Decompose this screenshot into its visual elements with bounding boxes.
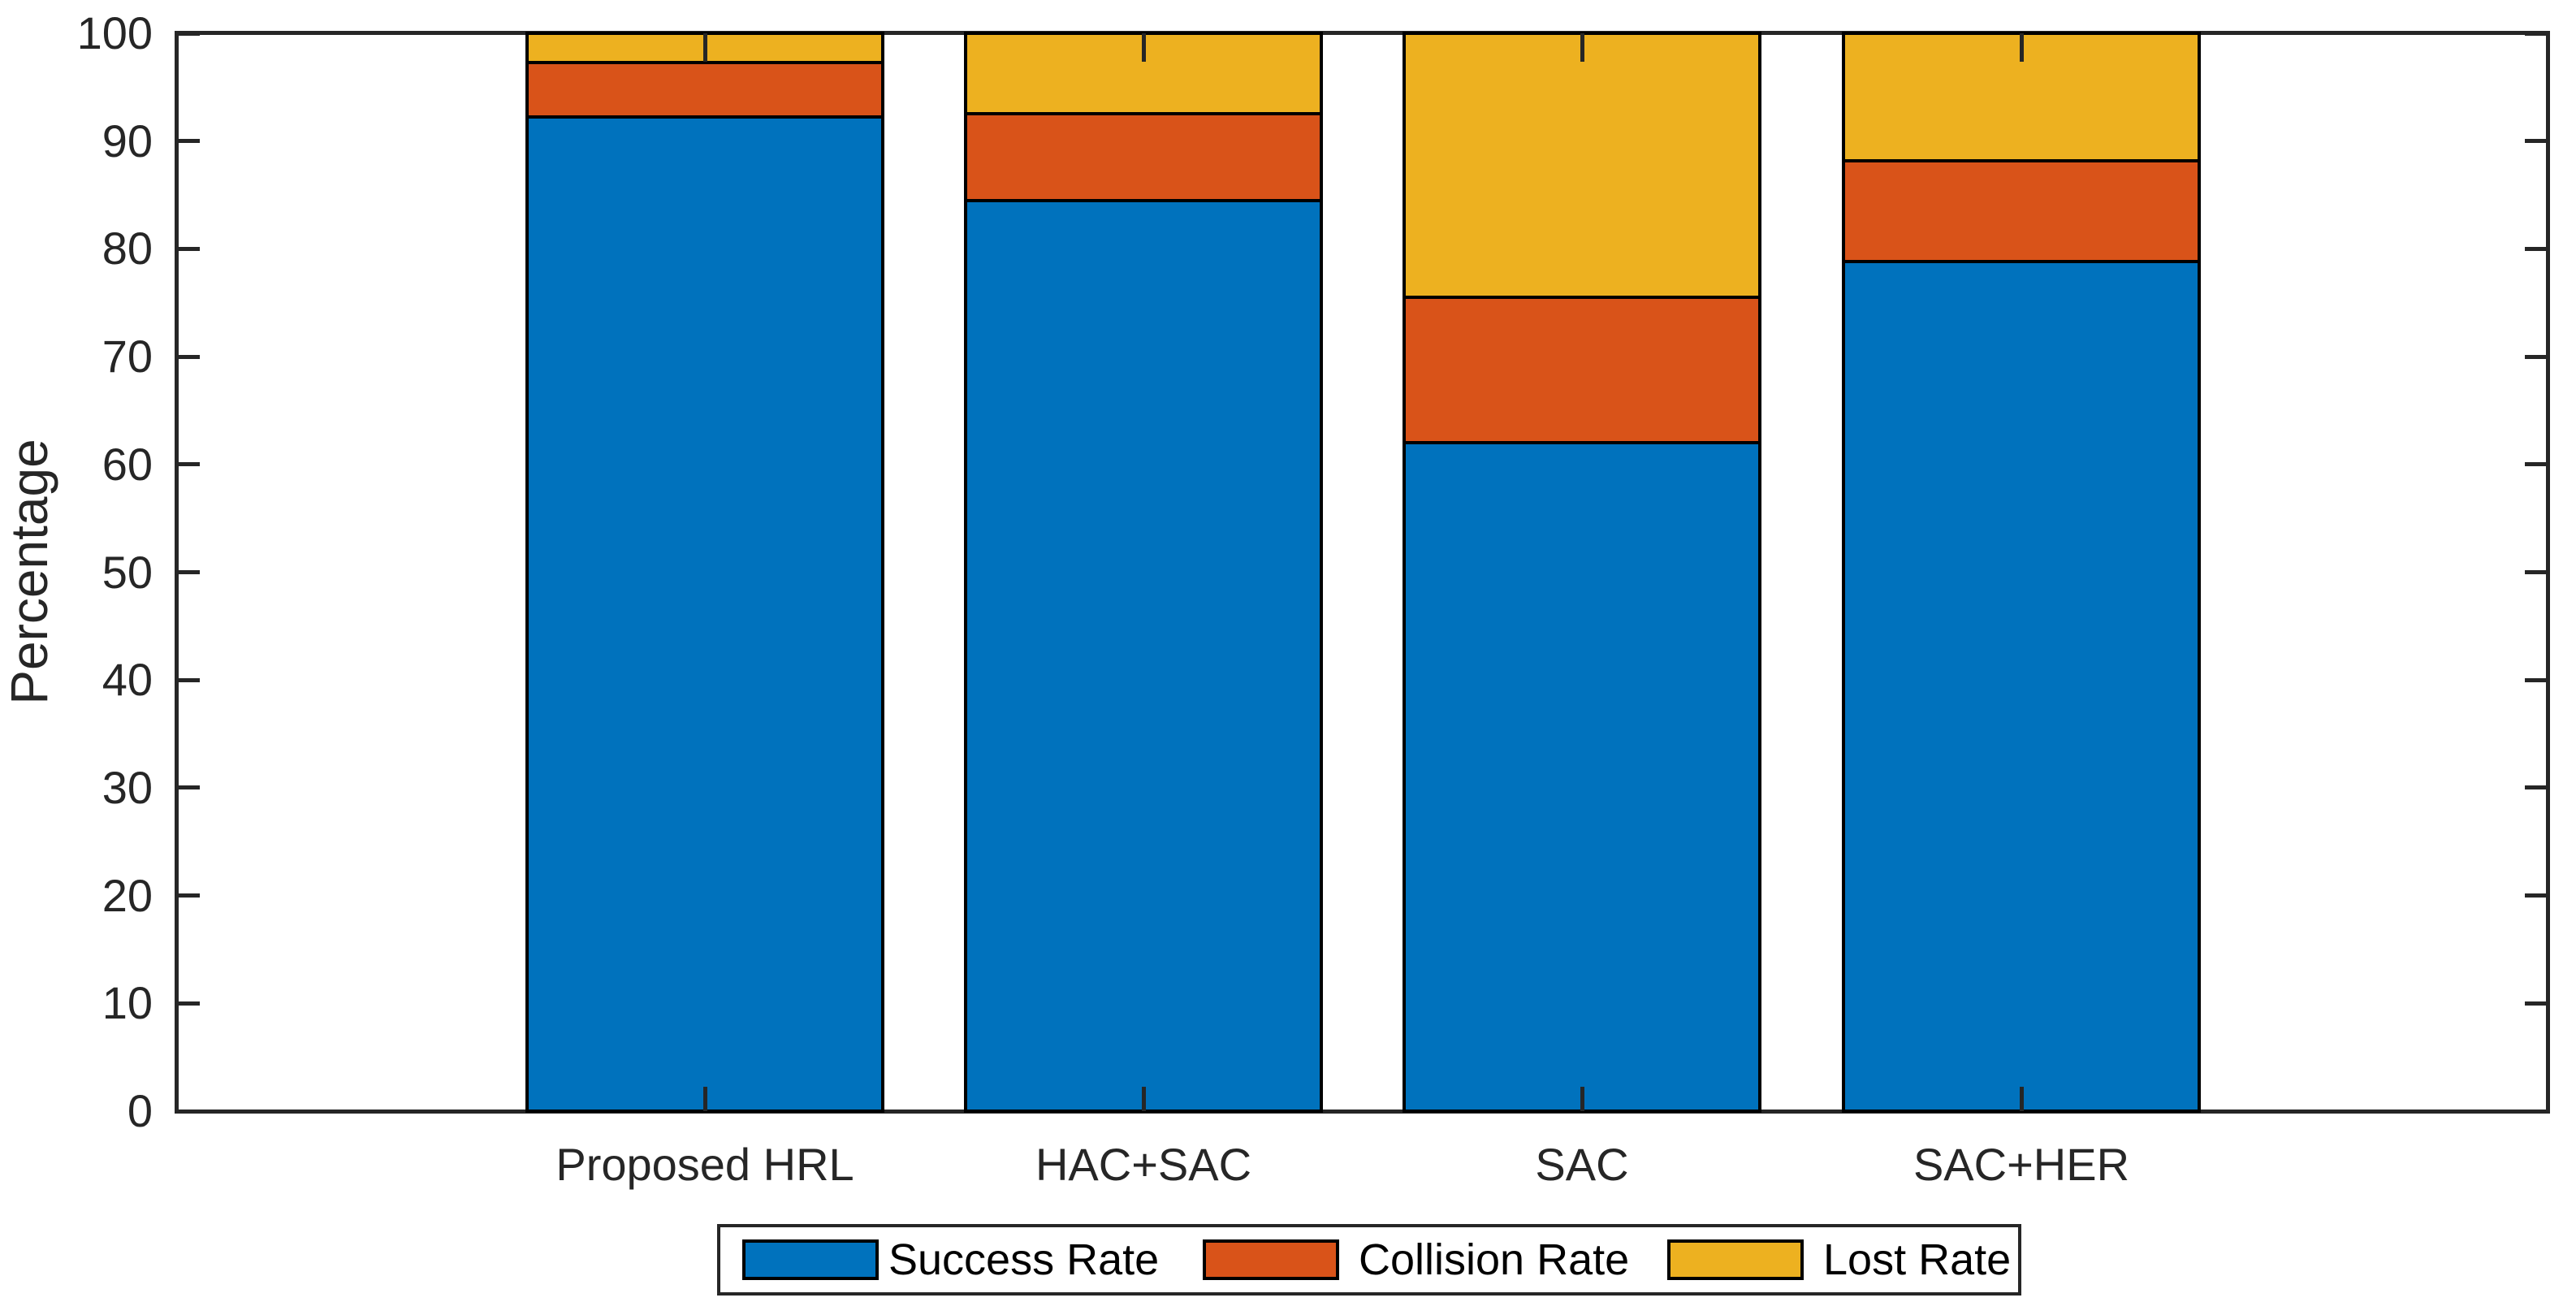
- y-tick-right: [2525, 246, 2548, 251]
- y-tick-left: [177, 785, 200, 790]
- y-tick-label: 100: [76, 7, 153, 58]
- y-tick-left: [177, 570, 200, 574]
- x-tick-top: [2019, 33, 2024, 62]
- bar-segment-success-rate: [967, 201, 1320, 1110]
- y-tick-label: 0: [127, 1085, 153, 1136]
- bar-segment-divider: [967, 112, 1320, 115]
- y-tick-right: [2525, 893, 2548, 898]
- bar-hac-sac: [964, 32, 1323, 1113]
- bar-segment-success-rate: [1845, 262, 2198, 1110]
- y-tick-left: [177, 1109, 200, 1114]
- bar-segment-divider: [1406, 441, 1758, 444]
- y-tick-label: 30: [102, 761, 153, 813]
- bar-proposed-hrl: [525, 32, 884, 1113]
- x-tick-label-sac-her: SAC+HER: [1913, 1139, 2130, 1190]
- bar-segment-collision-rate: [529, 63, 881, 117]
- y-tick-right: [2525, 677, 2548, 682]
- bar-segment-collision-rate: [1406, 297, 1758, 443]
- legend-swatch-collision-rate: [1203, 1239, 1339, 1280]
- y-tick-left: [177, 31, 200, 36]
- x-tick-top: [1580, 33, 1584, 62]
- y-tick-right: [2525, 1109, 2548, 1114]
- x-tick-label-sac: SAC: [1535, 1139, 1629, 1190]
- y-tick-label: 80: [102, 223, 153, 275]
- legend-label-collision-rate: Collision Rate: [1359, 1235, 1630, 1284]
- bar-segment-success-rate: [1406, 443, 1758, 1110]
- bar-segment-divider: [529, 61, 881, 64]
- bar-segment-collision-rate: [1845, 161, 2198, 262]
- bar-sac: [1403, 32, 1761, 1113]
- x-tick-bottom: [1580, 1087, 1584, 1111]
- x-tick-top: [702, 33, 707, 62]
- y-tick-label: 20: [102, 869, 153, 921]
- y-axis-label: Percentage: [0, 439, 58, 705]
- legend-swatch-lost-rate: [1667, 1239, 1804, 1280]
- x-tick-top: [1141, 33, 1146, 62]
- y-tick-right: [2525, 139, 2548, 144]
- bar-segment-collision-rate: [967, 114, 1320, 201]
- y-tick-right: [2525, 462, 2548, 467]
- legend-swatch-success-rate: [742, 1239, 879, 1280]
- x-tick-label-hac-sac: HAC+SAC: [1035, 1139, 1252, 1190]
- bar-segment-success-rate: [529, 117, 881, 1110]
- y-tick-label: 70: [102, 331, 153, 383]
- y-tick-label: 90: [102, 115, 153, 167]
- legend: Success Rate Collision Rate Lost Rate: [717, 1224, 2021, 1296]
- x-tick-label-proposed-hrl: Proposed HRL: [555, 1139, 854, 1190]
- bar-segment-divider: [529, 115, 881, 119]
- y-tick-right: [2525, 570, 2548, 574]
- bar-segment-divider: [1845, 260, 2198, 263]
- x-tick-bottom: [2019, 1087, 2024, 1111]
- bar-segment-lost-rate: [1406, 35, 1758, 297]
- y-tick-right: [2525, 31, 2548, 36]
- y-tick-left: [177, 246, 200, 251]
- y-tick-label: 10: [102, 977, 153, 1029]
- bar-sac-her: [1842, 32, 2201, 1113]
- legend-label-success-rate: Success Rate: [888, 1235, 1160, 1284]
- bar-segment-divider: [1406, 296, 1758, 299]
- bar-segment-divider: [967, 199, 1320, 202]
- y-tick-label: 40: [102, 654, 153, 706]
- y-tick-label: 60: [102, 438, 153, 490]
- y-tick-label: 50: [102, 546, 153, 598]
- y-tick-right: [2525, 785, 2548, 790]
- bar-segment-divider: [1845, 159, 2198, 162]
- y-tick-left: [177, 893, 200, 898]
- y-tick-right: [2525, 354, 2548, 359]
- legend-label-lost-rate: Lost Rate: [1823, 1235, 2012, 1284]
- y-tick-left: [177, 462, 200, 467]
- y-tick-left: [177, 354, 200, 359]
- x-tick-bottom: [1141, 1087, 1146, 1111]
- y-tick-left: [177, 1001, 200, 1006]
- y-tick-right: [2525, 1001, 2548, 1006]
- y-tick-left: [177, 677, 200, 682]
- y-tick-left: [177, 139, 200, 144]
- x-tick-bottom: [702, 1087, 707, 1111]
